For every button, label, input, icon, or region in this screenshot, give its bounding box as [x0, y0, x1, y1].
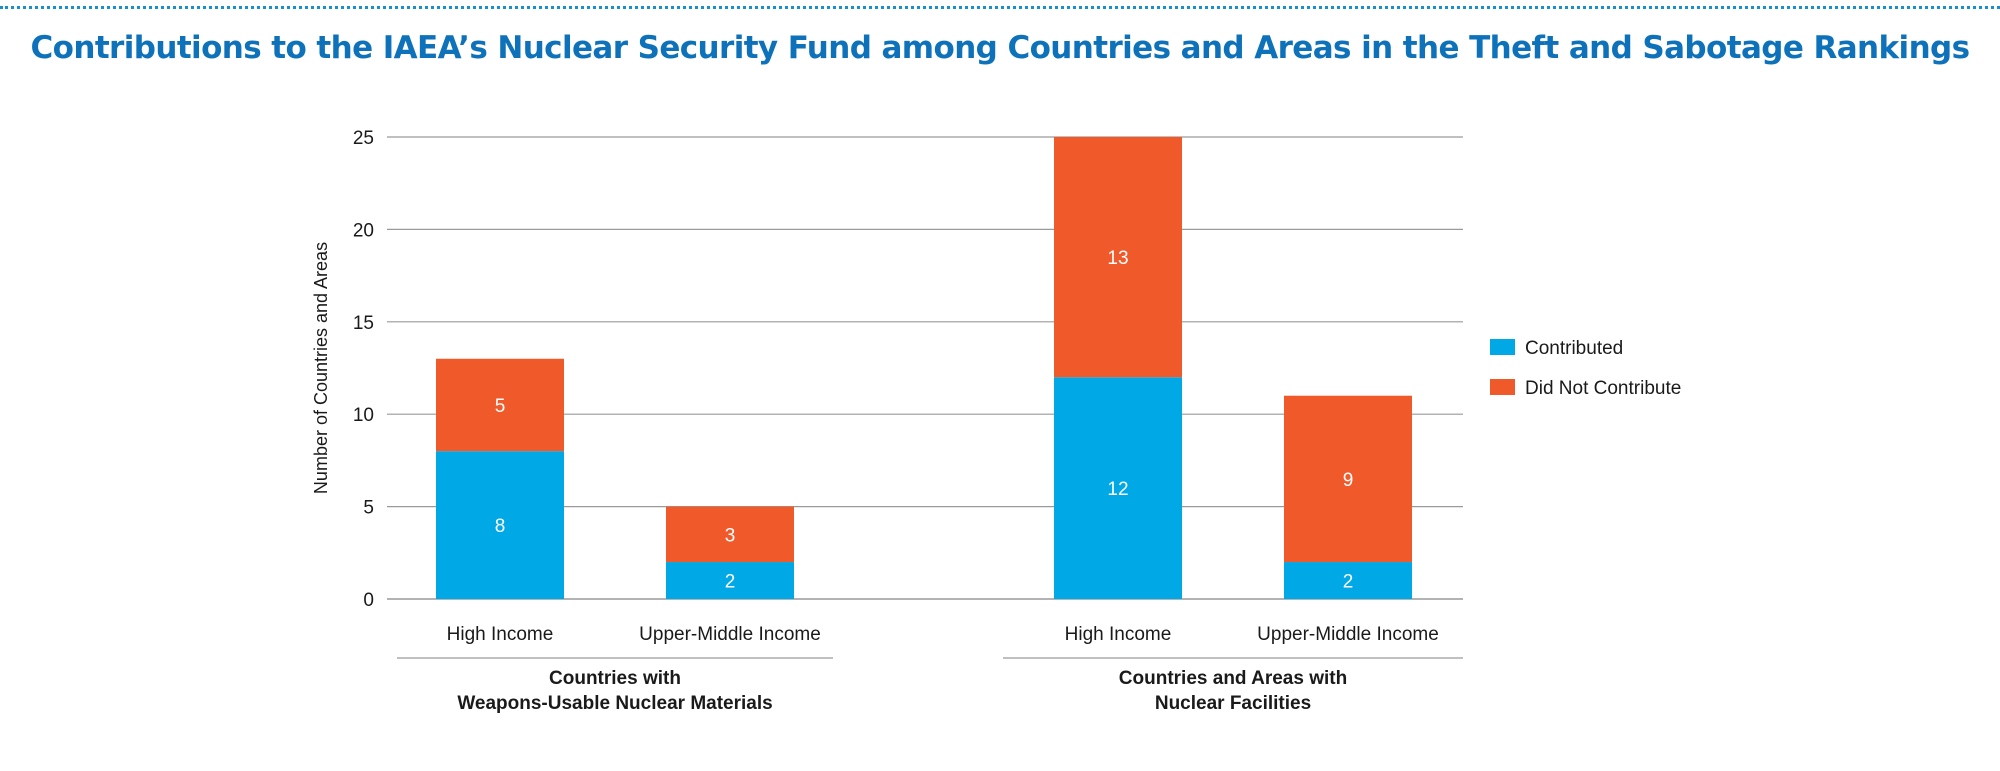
x-category-label: Upper-Middle Income [1257, 624, 1439, 645]
y-tick-label: 15 [353, 313, 374, 334]
x-category-label: High Income [1065, 624, 1172, 645]
group-label-line: Countries and Areas with [1119, 668, 1347, 689]
y-axis-label: Number of Countries and Areas [311, 242, 331, 494]
bar-value-label: 2 [1343, 572, 1354, 593]
bar-segment [1054, 137, 1182, 378]
x-category-label: Upper-Middle Income [639, 624, 821, 645]
group-label-line: Weapons-Usable Nuclear Materials [457, 693, 772, 714]
legend-label: Contributed [1525, 338, 1623, 359]
y-axis-ticks: 0 5 10 15 20 25 [353, 128, 374, 611]
top-dotted-rule [0, 6, 2000, 9]
x-axis-category-labels: High Income Upper-Middle Income High Incom… [447, 624, 1439, 645]
legend: Contributed Did Not Contribute [1490, 338, 1681, 399]
bar-segment [666, 562, 794, 599]
bar-value-label: 8 [495, 516, 506, 537]
y-tick-label: 5 [363, 498, 374, 519]
legend-swatch [1490, 339, 1515, 355]
group-label-line: Countries with [549, 668, 681, 689]
y-tick-label: 25 [353, 128, 374, 149]
bar-segment [1054, 377, 1182, 599]
x-axis-group-labels: Countries with Weapons-Usable Nuclear Mat… [397, 657, 1463, 714]
bar-value-label: 12 [1107, 479, 1128, 500]
y-tick-label: 20 [353, 220, 374, 241]
bars: 8 5 2 3 12 13 2 9 [436, 137, 1412, 599]
bar-value-label: 13 [1107, 248, 1128, 269]
bar-segment [436, 358, 564, 452]
bar-value-label: 9 [1343, 470, 1354, 491]
legend-swatch [1490, 379, 1515, 395]
bar-segment [436, 451, 564, 599]
bar-value-label: 5 [495, 396, 506, 417]
x-category-label: High Income [447, 624, 554, 645]
y-tick-label: 10 [353, 405, 374, 426]
y-tick-label: 0 [363, 590, 374, 611]
bar-value-label: 2 [725, 572, 736, 593]
bar-segment [1284, 395, 1412, 563]
legend-label: Did Not Contribute [1525, 378, 1681, 399]
chart-title: Contributions to the IAEA’s Nuclear Secu… [30, 30, 1971, 66]
bar-value-label: 3 [725, 525, 736, 546]
bar-segment [666, 506, 794, 563]
gridlines [387, 136, 1463, 600]
bar-segment [1284, 562, 1412, 599]
group-label-line: Nuclear Facilities [1155, 693, 1311, 714]
